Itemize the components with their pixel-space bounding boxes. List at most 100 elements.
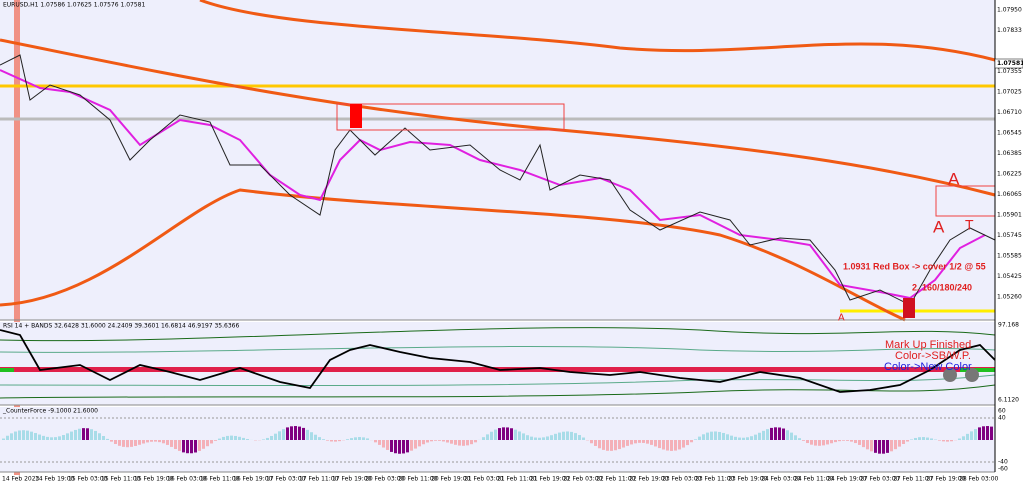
histogram-bar	[858, 440, 861, 445]
histogram-bar	[702, 434, 705, 440]
histogram-bar	[278, 431, 281, 440]
histogram-bar	[922, 437, 925, 440]
histogram-bar	[174, 440, 177, 449]
histogram-bar	[690, 440, 693, 442]
histogram-bar	[466, 440, 469, 445]
cf-tick-label: 60	[998, 408, 1006, 415]
cf-label: _CounterForce -9.1000 21.6000	[2, 408, 98, 415]
histogram-bar	[550, 435, 553, 440]
histogram-bar	[882, 440, 885, 454]
histogram-bar	[834, 440, 837, 442]
histogram-bar	[558, 433, 561, 440]
histogram-bar	[962, 436, 965, 440]
histogram-bar	[410, 440, 413, 451]
histogram-bar	[178, 440, 181, 451]
histogram-bar	[798, 438, 801, 440]
histogram-bar	[198, 440, 201, 451]
histogram-bar	[518, 431, 521, 440]
histogram-bar	[282, 429, 285, 440]
histogram-bar	[726, 434, 729, 440]
histogram-bar	[462, 440, 465, 446]
price-tick-label: 1.05425	[997, 273, 1022, 280]
price-tick-label: 1.06225	[997, 171, 1022, 178]
histogram-bar	[626, 440, 629, 446]
histogram-bar	[866, 440, 869, 449]
histogram-bar	[454, 440, 457, 445]
histogram-bar	[38, 435, 41, 440]
histogram-bar	[842, 440, 845, 441]
histogram-bar	[890, 440, 893, 451]
histogram-bar	[506, 427, 509, 440]
histogram-bar	[670, 440, 673, 451]
histogram-bar	[906, 440, 909, 442]
histogram-bar	[946, 440, 949, 442]
histogram-bar	[438, 440, 441, 441]
histogram-bar	[926, 438, 929, 440]
histogram-bar	[34, 433, 37, 440]
histogram-bar	[238, 437, 241, 440]
histogram-bar	[130, 440, 133, 447]
histogram-bar	[826, 440, 829, 444]
histogram-bar	[206, 440, 209, 446]
histogram-bar	[62, 435, 65, 440]
histogram-bar	[542, 437, 545, 440]
histogram-bar	[338, 440, 341, 441]
histogram-bar	[610, 440, 613, 451]
histogram-bar	[914, 438, 917, 440]
histogram-bar	[54, 437, 57, 440]
histogram-bar	[498, 428, 501, 440]
histogram-bar	[810, 440, 813, 445]
histogram-bar	[202, 440, 205, 449]
histogram-bar	[106, 439, 109, 440]
histogram-bar	[958, 439, 961, 440]
histogram-bar	[854, 440, 857, 443]
histogram-bar	[710, 432, 713, 440]
histogram-bar	[578, 435, 581, 440]
annotation: A	[933, 217, 945, 236]
histogram-bar	[630, 440, 633, 444]
histogram-bar	[722, 433, 725, 440]
histogram-bar	[502, 427, 505, 440]
histogram-bar	[654, 440, 657, 446]
histogram-bar	[870, 440, 873, 451]
histogram-bar	[30, 432, 33, 440]
histogram-bar	[738, 438, 741, 440]
histogram-bar	[182, 440, 185, 452]
histogram-bar	[434, 440, 437, 441]
histogram-bar	[686, 440, 689, 445]
histogram-bar	[58, 436, 61, 440]
price-tick-label: 1.06545	[997, 130, 1022, 137]
price-tick-label: 1.07025	[997, 89, 1022, 96]
histogram-bar	[786, 430, 789, 440]
histogram-bar	[18, 430, 21, 440]
price-tick-label: 1.05585	[997, 253, 1022, 260]
histogram-bar	[886, 440, 889, 453]
histogram-bar	[426, 440, 429, 443]
histogram-bar	[974, 429, 977, 440]
histogram-bar	[990, 427, 993, 440]
histogram-bar	[618, 440, 621, 449]
histogram-bar	[366, 438, 369, 440]
histogram-bar	[458, 440, 461, 446]
histogram-bar	[6, 436, 9, 440]
histogram-bar	[570, 432, 573, 440]
annotation: 2. 160/180/240	[912, 282, 972, 292]
price-tick-label: 1.07950	[997, 7, 1022, 14]
histogram-bar	[306, 430, 309, 440]
price-tick-label: 1.07581	[997, 60, 1023, 67]
price-tick-label: 1.05745	[997, 232, 1022, 239]
histogram-bar	[442, 440, 445, 441]
histogram-bar	[406, 440, 409, 452]
histogram-bar	[878, 440, 881, 454]
histogram-bar	[394, 440, 397, 453]
histogram-bar	[234, 436, 237, 440]
histogram-bar	[522, 433, 525, 440]
histogram-bar	[742, 438, 745, 440]
histogram-bar	[318, 437, 321, 440]
histogram-bar	[754, 435, 757, 440]
histogram-bar	[150, 440, 153, 442]
histogram-bar	[450, 440, 453, 444]
histogram-bar	[534, 438, 537, 440]
histogram-bar	[590, 440, 593, 443]
histogram-bar	[838, 440, 841, 441]
